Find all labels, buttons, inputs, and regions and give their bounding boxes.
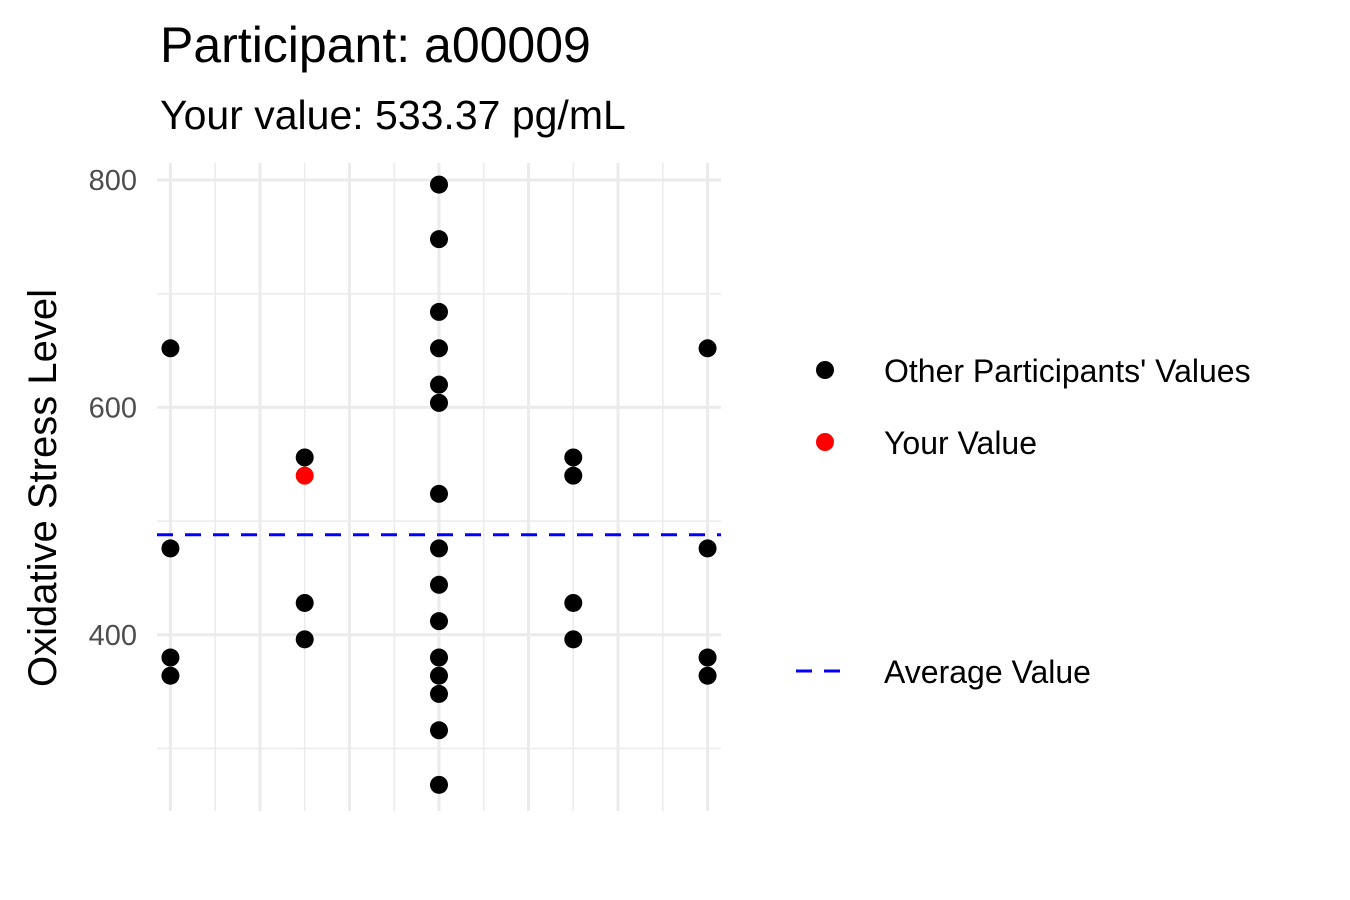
other-participant-point [430,648,448,667]
other-participant-point [564,630,583,649]
other-participant-point [430,775,448,794]
your-value-point [295,466,314,485]
legend-average-label: Average Value [884,654,1091,690]
other-participant-point [295,593,314,612]
other-participant-point [430,339,448,358]
other-participant-point [161,666,180,685]
grid-lines [157,163,721,811]
legend: Other Participants' Values Your Value Av… [796,353,1251,690]
other-participant-point [698,539,717,558]
y-tick-label: 400 [89,620,137,652]
other-participant-point [161,648,180,667]
other-participant-point [564,448,583,467]
other-participant-point [698,648,717,667]
y-tick-label: 600 [89,392,137,424]
other-participant-point [430,484,448,503]
other-participant-point [430,575,448,594]
chart-subtitle: Your value: 533.37 pg/mL [160,92,626,138]
other-participant-point [295,448,314,467]
other-participant-point [295,630,314,649]
chart-title: Participant: a00009 [160,17,591,73]
other-participant-point [430,393,448,412]
legend-other-label: Other Participants' Values [884,353,1251,389]
y-axis-ticks: 400 600 800 [89,165,137,652]
other-participant-point [430,666,448,685]
other-participant-point [564,466,583,485]
y-axis-label: Oxidative Stress Level [21,289,65,687]
other-participant-point [430,302,448,321]
legend-your-marker [816,433,834,451]
other-participant-point [430,684,448,703]
legend-other-marker [816,361,834,379]
other-participant-point [161,339,180,358]
other-participant-point [430,721,448,740]
other-participant-point [430,375,448,394]
other-participant-point [161,539,180,558]
other-participant-point [430,612,448,631]
legend-your-label: Your Value [884,425,1037,461]
other-participant-point [430,539,448,558]
data-points [161,175,717,794]
other-participant-point [698,339,717,358]
y-tick-label: 800 [89,165,137,197]
other-participant-point [430,230,448,249]
other-participant-point [564,593,583,612]
other-participant-point [430,175,448,194]
other-participant-point [698,666,717,685]
